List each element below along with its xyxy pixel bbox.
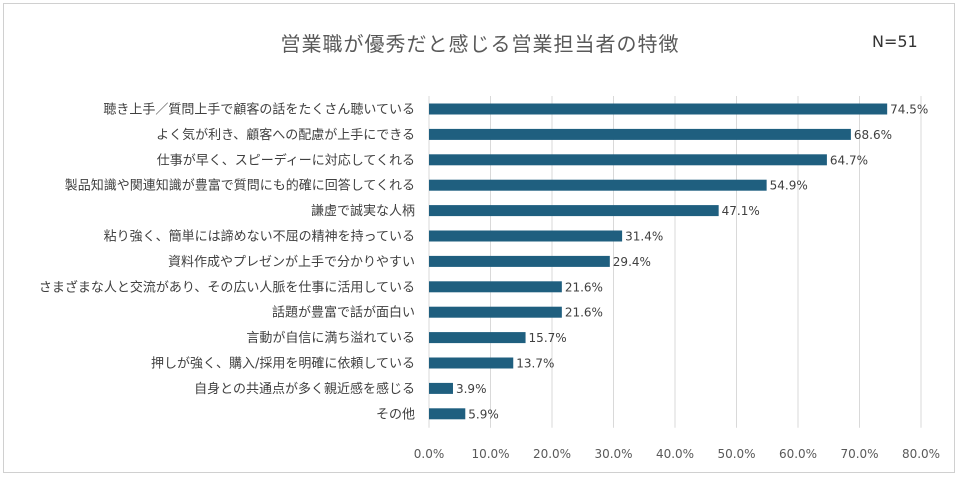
category-label: よく気が利き、顧客への配慮が上手にできる — [156, 127, 415, 143]
data-label: 3.9% — [456, 382, 487, 396]
sample-size-annotation: N=51 — [872, 32, 918, 51]
category-label: 押しが強く、購入/採用を明確に依頼している — [151, 356, 415, 372]
data-label: 47.1% — [722, 204, 760, 218]
data-label: 74.5% — [890, 103, 928, 117]
data-label: 21.6% — [565, 306, 603, 320]
bar — [429, 255, 610, 267]
category-label: 製品知識や関連知識が豊富で質問にも的確に回答してくれる — [65, 178, 415, 194]
bar — [429, 205, 719, 217]
x-tick-label: 40.0% — [656, 447, 694, 461]
x-tick-label: 70.0% — [840, 447, 878, 461]
category-label: 仕事が早く、スピーディーに対応してくれる — [157, 152, 415, 168]
bar — [429, 281, 562, 293]
x-tick-label: 20.0% — [533, 447, 571, 461]
data-label: 5.9% — [468, 407, 499, 421]
category-label: さまざまな人と交流があり、その広い人脈を仕事に活用している — [39, 279, 415, 295]
category-label: 言動が自信に満ち溢れている — [246, 331, 415, 346]
bar — [429, 357, 514, 369]
category-label: 粘り強く、簡単には諦めない不屈の精神を持っている — [104, 229, 415, 245]
bar — [429, 154, 827, 166]
category-label: 資料作成やプレゼンが上手で分かりやすい — [168, 255, 415, 270]
category-label: その他 — [376, 407, 415, 422]
data-label: 29.4% — [613, 255, 651, 269]
x-tick-label: 30.0% — [594, 447, 632, 461]
x-tick-label: 10.0% — [471, 447, 509, 461]
data-label: 64.7% — [830, 153, 868, 167]
bar — [429, 306, 562, 318]
bar — [429, 230, 623, 242]
bar — [429, 103, 888, 115]
category-label: 自身との共通点が多く親近感を感じる — [194, 381, 415, 397]
x-tick-label: 80.0% — [902, 447, 940, 461]
data-label: 54.9% — [770, 179, 808, 193]
bar — [429, 382, 453, 394]
x-tick-label: 50.0% — [717, 447, 755, 461]
data-label: 21.6% — [565, 280, 603, 294]
x-tick-label: 0.0% — [414, 447, 445, 461]
x-tick-label: 60.0% — [779, 447, 817, 461]
data-label: 13.7% — [516, 357, 554, 371]
data-label: 15.7% — [529, 331, 567, 345]
category-label: 聴き上手／質問上手で顧客の話をたくさん聴いている — [103, 102, 415, 118]
category-label: 謙虚で誠実な人柄 — [311, 203, 415, 219]
category-label: 話題が豊富で話が面白い — [272, 305, 415, 321]
bar — [429, 179, 767, 191]
data-label: 68.6% — [854, 128, 892, 142]
bar — [429, 128, 851, 140]
data-label: 31.4% — [625, 230, 663, 244]
chart-title: 営業職が優秀だと感じる営業担当者の特徴 — [280, 32, 680, 56]
bar — [429, 332, 526, 344]
bar — [429, 408, 466, 420]
